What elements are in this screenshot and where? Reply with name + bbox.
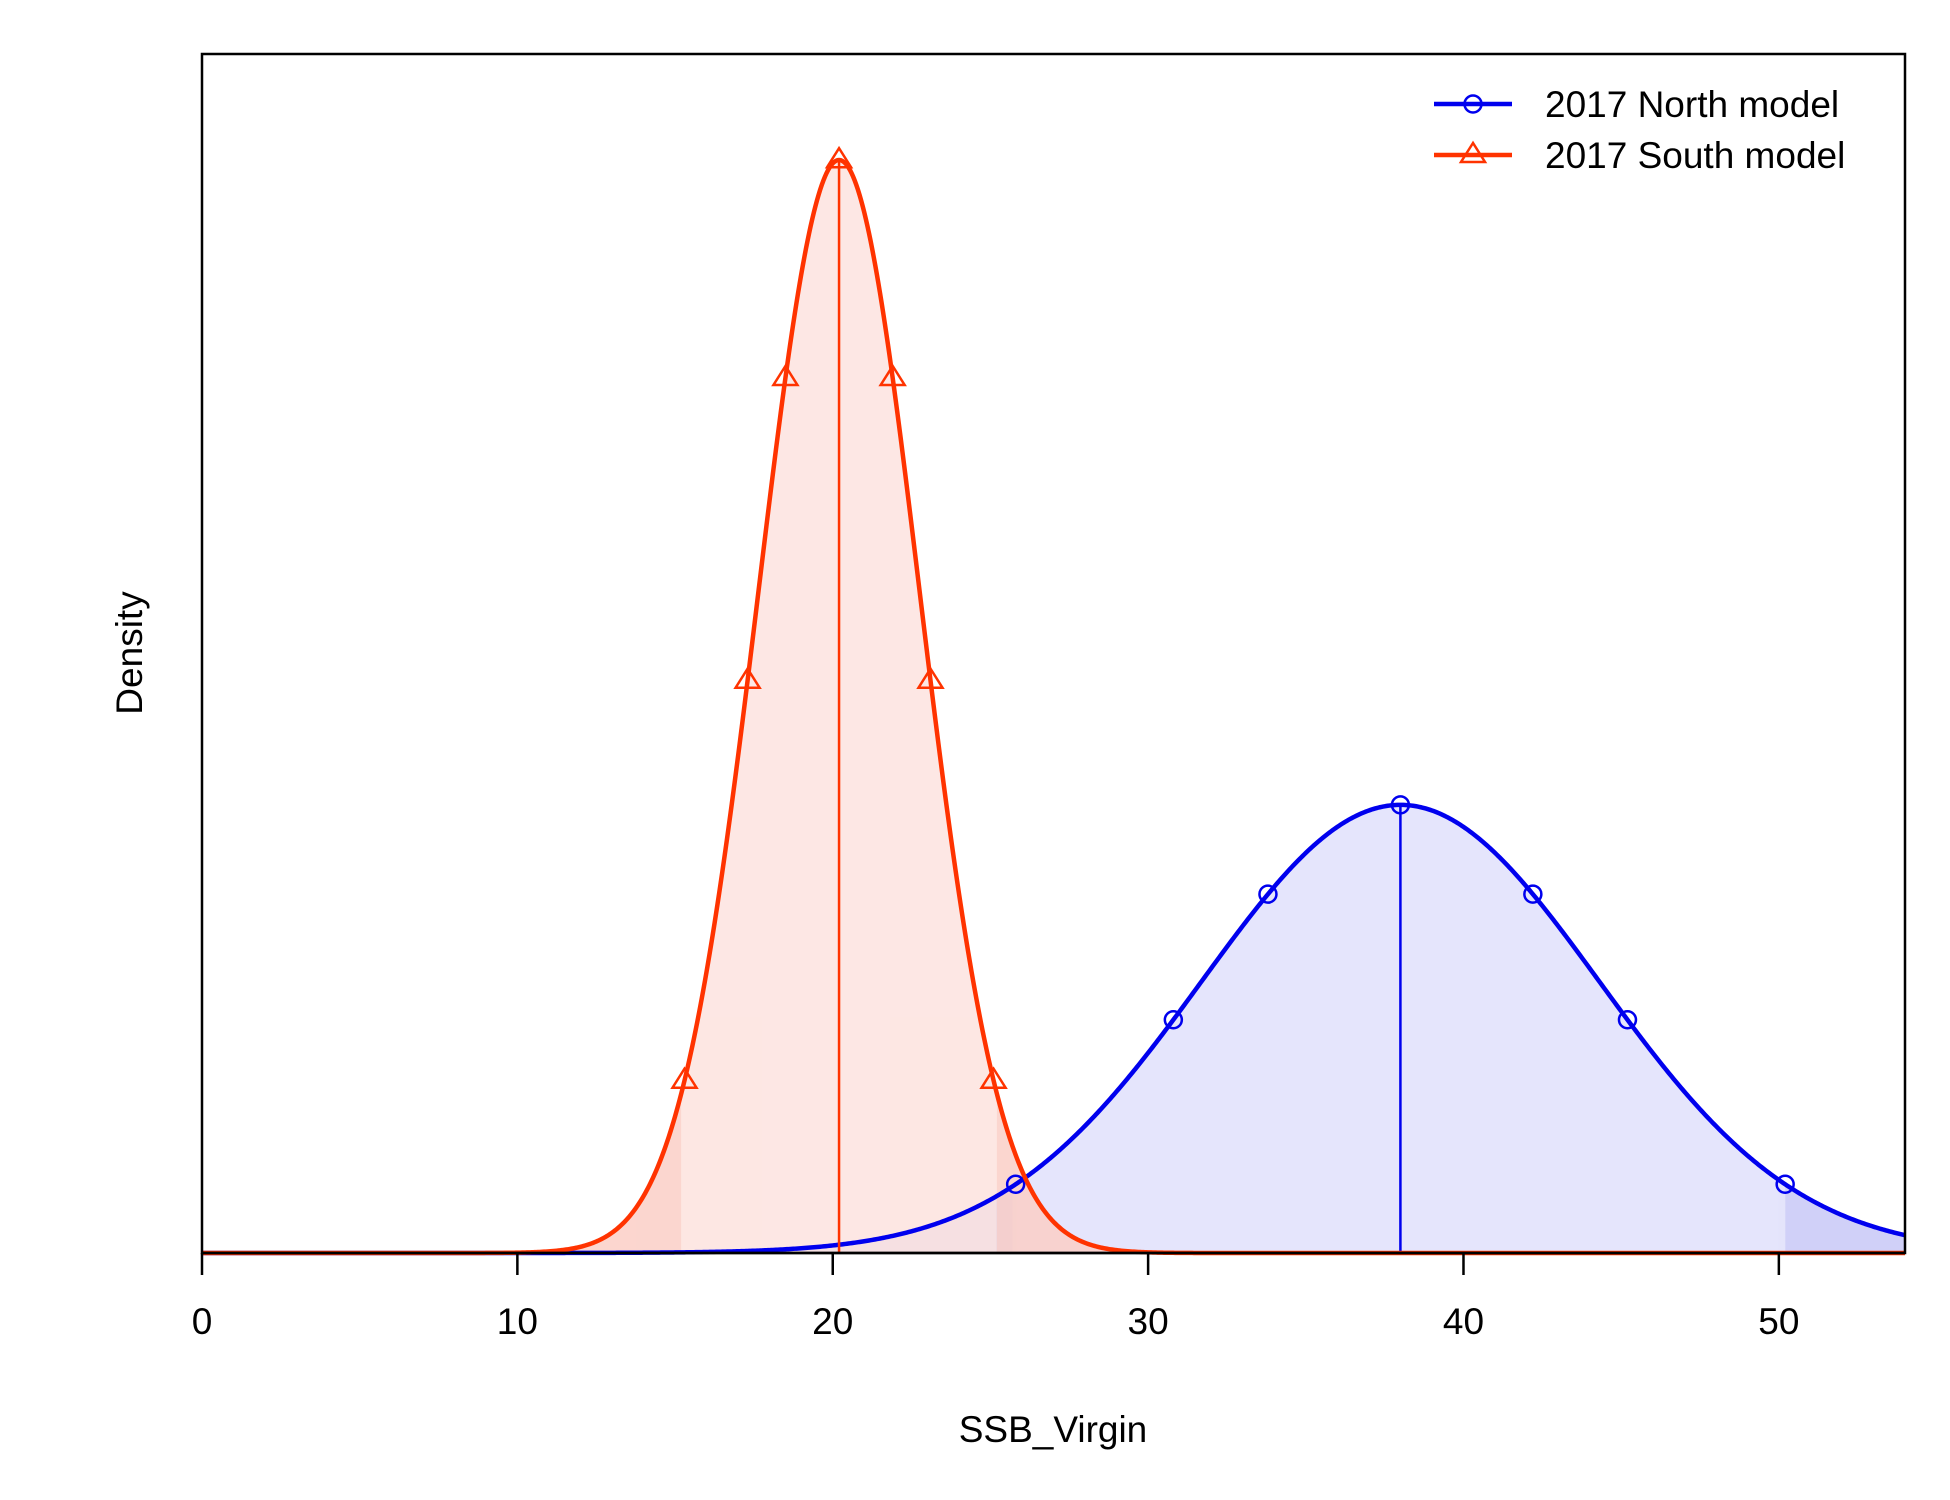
x-tick-label: 50 <box>1758 1301 1799 1342</box>
2017-north-model-point <box>1775 1174 1795 1195</box>
x-axis-title: SSB_Virgin <box>959 1409 1148 1450</box>
2017-north-model-interval-fill <box>1012 804 1786 1253</box>
x-axis: 0 10 20 30 40 50 <box>192 1251 1905 1342</box>
x-tick-label: 10 <box>497 1301 538 1342</box>
2017-south-model-point <box>878 363 907 387</box>
2017-south-model-point <box>670 1066 699 1089</box>
x-tick-label: 0 <box>192 1301 213 1342</box>
legend-triangle-marker <box>1458 140 1488 164</box>
2017-south-model-lower-tail-fill <box>202 1093 682 1253</box>
2017-north-model-point <box>1390 795 1411 815</box>
legend-circle-marker <box>1463 94 1483 114</box>
legend-label: 2017 North model <box>1545 84 1839 125</box>
2017-south-model-point <box>916 666 945 689</box>
series-layer <box>202 145 1906 1256</box>
2017-south-model-point <box>824 145 854 169</box>
2017-north-model-point <box>1617 1010 1638 1030</box>
legend-item-2017-south-model: 2017 South model <box>1434 135 1845 176</box>
2017-south-model-point <box>733 666 762 689</box>
x-tick-label: 30 <box>1128 1301 1169 1342</box>
2017-north-model-point <box>1005 1174 1026 1195</box>
2017-south-model-point <box>771 363 800 387</box>
x-tick-label: 20 <box>812 1301 853 1342</box>
2017-north-model-fill-group <box>202 804 1905 1253</box>
legend-label: 2017 South model <box>1545 135 1845 176</box>
legend-item-2017-north-model: 2017 North model <box>1434 84 1839 125</box>
2017-north-model-point <box>1163 1010 1184 1030</box>
legend: 2017 North model 2017 South model <box>1434 84 1845 176</box>
y-axis-title: Density <box>109 591 150 715</box>
2017-north-model-point <box>1258 884 1278 904</box>
x-tick-label: 40 <box>1443 1301 1484 1342</box>
2017-south-model-point <box>979 1066 1008 1089</box>
2017-north-model-point <box>1523 884 1543 904</box>
